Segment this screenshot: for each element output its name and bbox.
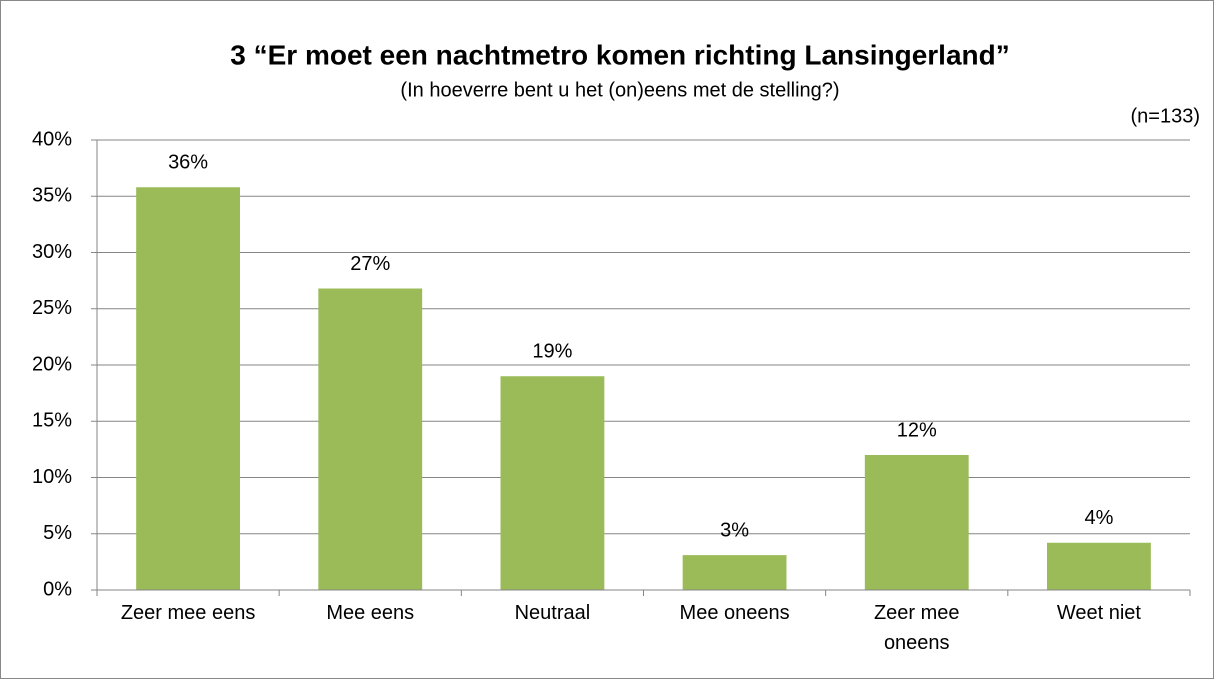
bar xyxy=(864,455,969,590)
bar xyxy=(682,555,787,590)
y-tick-label: 25% xyxy=(32,297,72,319)
x-tick-label: Mee eens xyxy=(326,602,415,624)
y-tick-label: 20% xyxy=(32,353,72,375)
data-label: 4% xyxy=(1084,507,1113,529)
x-tick-label: Mee oneens xyxy=(679,602,790,624)
y-tick-label: 40% xyxy=(32,128,72,150)
x-tick-label: Weet niet xyxy=(1056,602,1141,624)
x-tick-label: Neutraal xyxy=(514,602,591,624)
y-tick-label: 10% xyxy=(32,466,72,488)
y-tick-label: 0% xyxy=(43,578,72,600)
y-tick-label: 5% xyxy=(43,522,72,544)
y-tick-label: 35% xyxy=(32,185,72,207)
data-label: 36% xyxy=(168,152,208,174)
y-tick-label: 15% xyxy=(32,410,72,432)
y-tick-label: 30% xyxy=(32,241,72,263)
data-label: 27% xyxy=(350,253,390,275)
data-label: 12% xyxy=(897,419,937,441)
bar xyxy=(318,288,423,590)
annotation: (n=133) xyxy=(1131,105,1201,127)
x-tick-label: Zeer mee eens xyxy=(120,602,256,624)
data-label: 19% xyxy=(532,341,572,363)
bar xyxy=(500,376,605,590)
x-tick-label: Zeer mee oneens xyxy=(873,602,960,654)
chart-title: 3 “Er moet een nachtmetro komen richting… xyxy=(230,39,1010,70)
data-label: 3% xyxy=(720,519,749,541)
bar xyxy=(1046,542,1151,590)
bar xyxy=(136,187,241,590)
chart-subtitle: (In hoeverre bent u het (on)eens met de … xyxy=(400,79,839,101)
